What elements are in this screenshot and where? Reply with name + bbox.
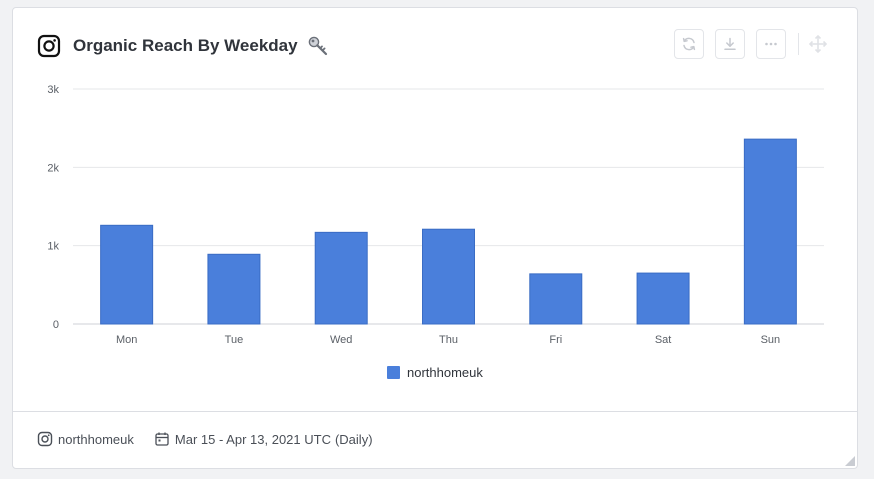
refresh-icon	[682, 37, 696, 51]
widget-footer: northhomeuk Mar 15 - Apr 13, 2021 UTC (D…	[37, 431, 393, 447]
bar-chart: 0 1k 2k 3k Mon Tue Wed Thu Fri Sat Sun northhomeuk	[47, 84, 824, 380]
x-tick-label: Tue	[225, 334, 244, 346]
x-tick-label: Mon	[116, 334, 137, 346]
key-icon[interactable]	[307, 35, 329, 57]
widget-header: Organic Reach By Weekday	[37, 32, 329, 60]
x-tick-label: Sun	[761, 334, 781, 346]
resize-handle-icon[interactable]	[843, 454, 855, 466]
footer-date-range: Mar 15 - Apr 13, 2021 UTC (Daily)	[154, 431, 373, 447]
y-tick-label: 0	[53, 319, 59, 331]
date-range-text: Mar 15 - Apr 13, 2021 UTC	[174, 431, 331, 447]
refresh-button[interactable]	[674, 29, 704, 59]
download-icon	[724, 37, 736, 50]
granularity-text: (Daily)	[334, 431, 373, 447]
legend-swatch	[387, 366, 400, 379]
bar-tue	[207, 253, 261, 325]
widget-title: Organic Reach By Weekday	[73, 36, 298, 55]
instagram-icon	[37, 34, 61, 58]
x-tick-label: Fri	[549, 334, 562, 346]
instagram-icon	[37, 431, 53, 447]
bar-sat	[636, 272, 690, 325]
footer-divider	[13, 411, 857, 412]
bar-fri	[529, 273, 583, 325]
x-tick-label: Thu	[439, 334, 458, 346]
bar-wed	[314, 231, 368, 325]
toolbar-divider	[798, 33, 799, 55]
y-tick-label: 2k	[47, 162, 59, 174]
bar-mon	[100, 224, 154, 325]
widget-card: Organic Reach By Weekday	[12, 7, 858, 469]
y-tick-label: 1k	[47, 241, 59, 253]
bar-sun	[743, 138, 797, 325]
y-tick-label: 3k	[47, 84, 59, 96]
more-options-button[interactable]	[756, 29, 786, 59]
move-icon	[808, 34, 828, 54]
bar-thu	[422, 228, 475, 325]
x-tick-label: Wed	[330, 334, 352, 346]
ellipsis-icon	[765, 42, 777, 46]
legend-label: northhomeuk	[407, 365, 483, 380]
calendar-icon	[155, 432, 169, 446]
footer-account-name: northhomeuk	[58, 431, 134, 447]
move-handle[interactable]	[803, 29, 833, 59]
footer-account: northhomeuk	[37, 431, 134, 447]
download-button[interactable]	[715, 29, 745, 59]
widget-toolbar	[663, 29, 833, 59]
x-tick-label: Sat	[655, 334, 672, 346]
